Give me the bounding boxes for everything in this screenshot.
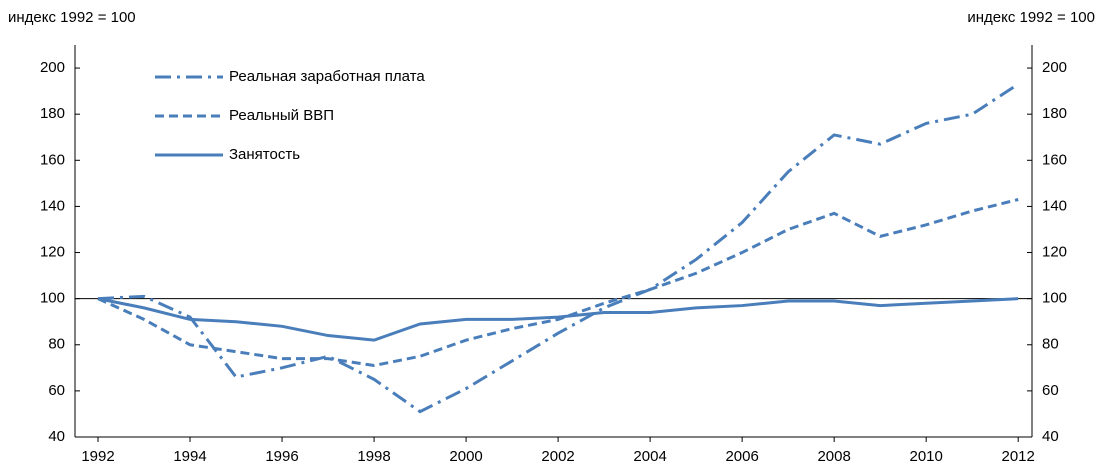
y2-tick-label: 160 (1042, 151, 1067, 168)
y2-tick-label: 80 (1042, 336, 1059, 353)
x-tick-label: 2004 (633, 448, 666, 465)
legend-label: Реальная заработная плата (229, 68, 425, 85)
x-tick-label: 2000 (449, 448, 482, 465)
x-tick-label: 1992 (81, 448, 114, 465)
y-tick-label: 140 (40, 197, 65, 214)
x-tick-label: 1998 (357, 448, 390, 465)
line-series (97, 297, 1019, 342)
y-tick-label: 180 (40, 105, 65, 122)
x-tick-label: 2010 (909, 448, 942, 465)
x-tick-label: 1996 (265, 448, 298, 465)
y-tick-label: 40 (48, 428, 65, 445)
y2-axis-label: индекс 1992 = 100 (967, 9, 1095, 26)
legend-label: Реальный ВВП (229, 107, 334, 124)
x-tick-label: 1994 (173, 448, 206, 465)
y2-tick-label: 120 (1042, 243, 1067, 260)
y-tick-label: 60 (48, 382, 65, 399)
y-tick-label: 160 (40, 151, 65, 168)
y-tick-label: 200 (40, 59, 65, 76)
x-tick-label: 2008 (817, 448, 850, 465)
y-tick-label: 120 (40, 243, 65, 260)
y2-tick-label: 200 (1042, 59, 1067, 76)
x-tick-label: 2002 (541, 448, 574, 465)
x-tick-label: 2006 (725, 448, 758, 465)
y-axis-label: индекс 1992 = 100 (8, 9, 136, 26)
line-series (97, 198, 1019, 368)
y-tick-label: 100 (40, 290, 65, 307)
x-tick-label: 2012 (1002, 448, 1035, 465)
y2-tick-label: 60 (1042, 382, 1059, 399)
y2-tick-label: 100 (1042, 290, 1067, 307)
y2-tick-label: 40 (1042, 428, 1059, 445)
y2-tick-label: 180 (1042, 105, 1067, 122)
legend-label: Занятость (229, 146, 300, 163)
y2-tick-label: 140 (1042, 197, 1067, 214)
line-series (97, 82, 1020, 414)
y-tick-label: 80 (48, 336, 65, 353)
